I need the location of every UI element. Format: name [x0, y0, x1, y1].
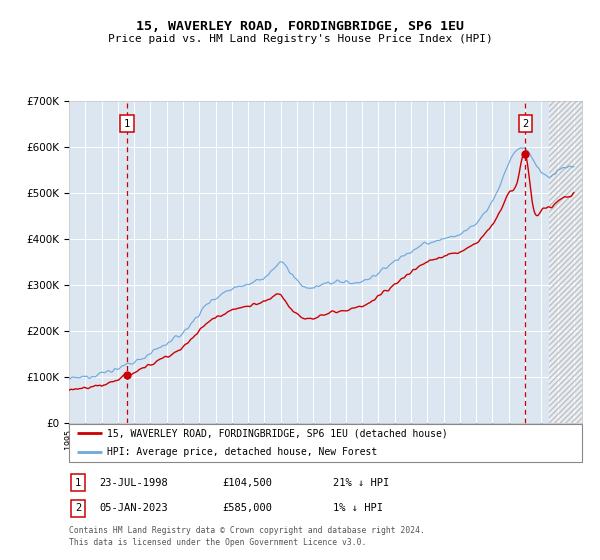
Text: 05-JAN-2023: 05-JAN-2023 [99, 503, 168, 514]
Text: 2: 2 [522, 119, 529, 129]
Text: HPI: Average price, detached house, New Forest: HPI: Average price, detached house, New … [107, 447, 378, 458]
Text: Contains HM Land Registry data © Crown copyright and database right 2024.: Contains HM Land Registry data © Crown c… [69, 526, 425, 535]
Text: 1% ↓ HPI: 1% ↓ HPI [333, 503, 383, 514]
Text: 15, WAVERLEY ROAD, FORDINGBRIDGE, SP6 1EU: 15, WAVERLEY ROAD, FORDINGBRIDGE, SP6 1E… [136, 20, 464, 34]
Text: 23-JUL-1998: 23-JUL-1998 [99, 478, 168, 488]
Text: 21% ↓ HPI: 21% ↓ HPI [333, 478, 389, 488]
FancyBboxPatch shape [69, 424, 582, 462]
Text: £585,000: £585,000 [222, 503, 272, 514]
Text: 1: 1 [75, 478, 81, 488]
Text: 1: 1 [124, 119, 130, 129]
Text: Price paid vs. HM Land Registry's House Price Index (HPI): Price paid vs. HM Land Registry's House … [107, 34, 493, 44]
Text: This data is licensed under the Open Government Licence v3.0.: This data is licensed under the Open Gov… [69, 538, 367, 547]
Text: 2: 2 [75, 503, 81, 514]
Text: 15, WAVERLEY ROAD, FORDINGBRIDGE, SP6 1EU (detached house): 15, WAVERLEY ROAD, FORDINGBRIDGE, SP6 1E… [107, 428, 448, 438]
Text: £104,500: £104,500 [222, 478, 272, 488]
